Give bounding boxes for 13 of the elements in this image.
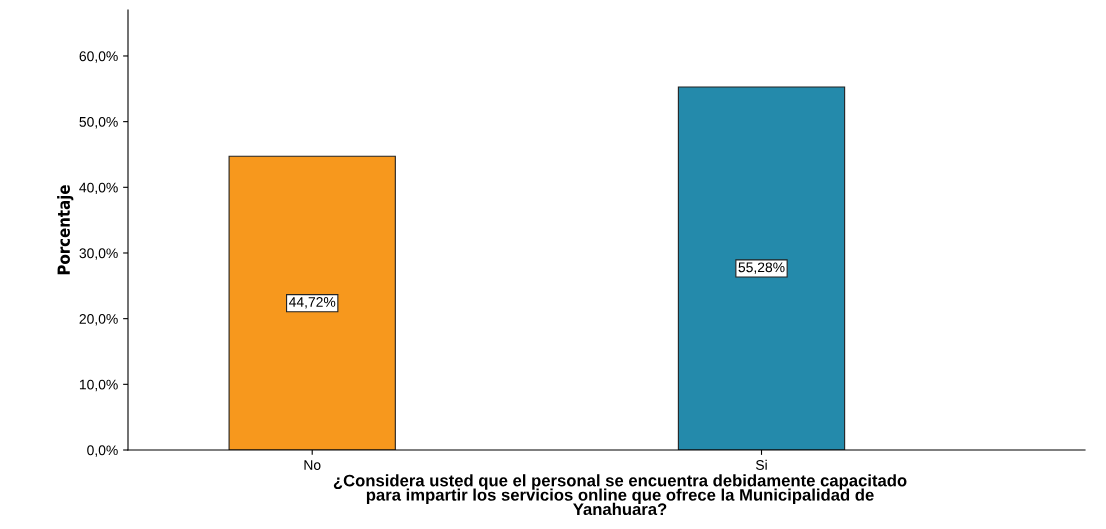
x-tick-label: Si [755, 459, 767, 470]
y-tick-label: 60,0% [79, 51, 118, 63]
y-tick-label: 30,0% [79, 248, 118, 260]
y-tick-label: 10,0% [79, 379, 118, 392]
data-label: 55,28% [738, 262, 785, 274]
y-tick-label: 20,0% [79, 313, 118, 326]
x-axis-title: ¿Considera usted que el personal se encuentra debidamente capacitado para impartir los servicios online que ofrece la Municipalidad de Yanahuara? [333, 474, 907, 516]
x-tick-label: No [304, 460, 321, 470]
y-tick-label: 40,0% [79, 182, 118, 195]
data-label: 44,72% [288, 297, 336, 309]
y-axis-title: Porcentaje [57, 185, 74, 275]
y-tick-label: 0,0% [87, 445, 118, 457]
y-tick-label: 50,0% [79, 116, 118, 129]
